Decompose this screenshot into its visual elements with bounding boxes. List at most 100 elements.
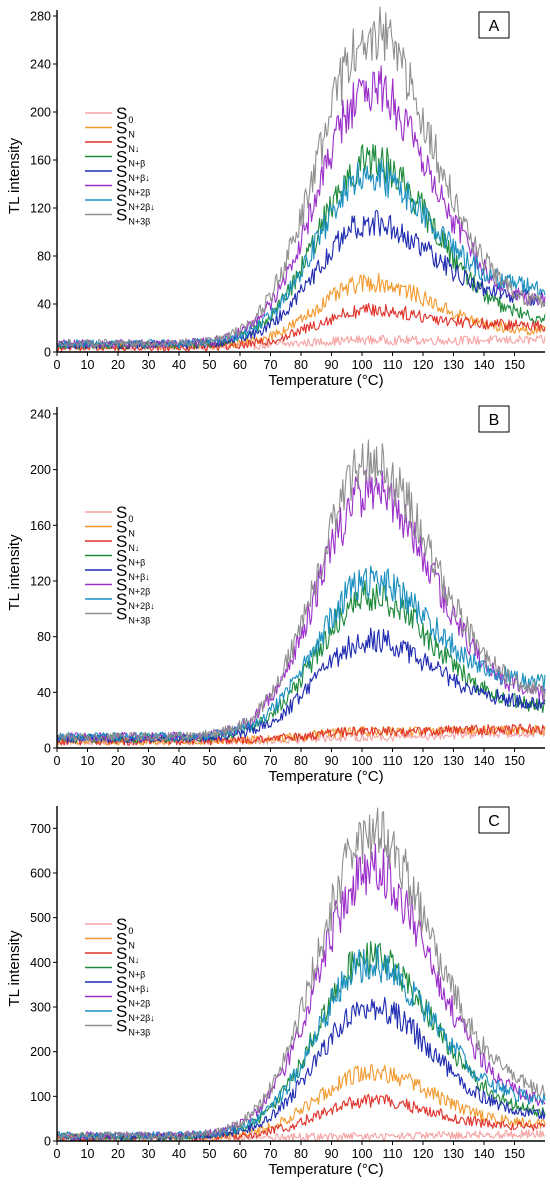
legend-subscript: N+β bbox=[128, 159, 145, 169]
x-tick-label: 40 bbox=[172, 1147, 186, 1161]
chart-panel-a: 0 10 20 30 40 50 60 70 80 90 100 110 120 130 140 150 0 40… bbox=[6, 6, 546, 389]
x-tick-label: 130 bbox=[443, 1147, 464, 1161]
legend-subscript: N bbox=[128, 941, 135, 951]
x-tick-label: 70 bbox=[264, 358, 278, 372]
legend-subscript: N+3β bbox=[128, 217, 150, 227]
series-line-n-2- bbox=[56, 944, 546, 1141]
x-tick-label: 120 bbox=[413, 1147, 434, 1161]
x-tick-label: 30 bbox=[142, 1147, 156, 1161]
series-line-n-3- bbox=[56, 6, 546, 349]
panel-label-box bbox=[478, 806, 510, 834]
series-line-n-2- bbox=[57, 565, 546, 742]
y-tick-label: 500 bbox=[30, 911, 51, 925]
y-tick-label: 200 bbox=[30, 1045, 51, 1059]
x-tick-label: 30 bbox=[142, 358, 156, 372]
x-tick-label: 140 bbox=[474, 358, 495, 372]
x-tick-label: 140 bbox=[474, 1147, 495, 1161]
x-axis-title: Temperature (°C) bbox=[268, 1161, 383, 1178]
legend-subscript: N+2β bbox=[128, 587, 150, 597]
y-tick-label: 0 bbox=[44, 346, 51, 360]
x-tick-label: 0 bbox=[54, 754, 61, 768]
y-tick-label: 40 bbox=[37, 686, 51, 700]
x-axis-title: Temperature (°C) bbox=[268, 372, 383, 389]
series-group bbox=[56, 807, 546, 1142]
legend-subscript: N bbox=[128, 130, 135, 140]
x-tick-label: 80 bbox=[294, 1147, 308, 1161]
x-tick-label: 140 bbox=[474, 754, 495, 768]
legend-subscript: 0 bbox=[128, 926, 133, 936]
y-tick-label: 0 bbox=[44, 1135, 51, 1149]
legend-subscript: N↓ bbox=[128, 955, 139, 965]
chart-panel-c: 0 10 20 30 40 50 60 70 80 90 100 110 120 130 140 150 0 10… bbox=[6, 806, 546, 1178]
series-group bbox=[56, 439, 546, 746]
x-tick-label: 110 bbox=[383, 358, 403, 372]
legend-subscript: N+β bbox=[128, 558, 145, 568]
x-tick-label: 20 bbox=[111, 358, 125, 372]
x-tick-label: 130 bbox=[443, 754, 464, 768]
x-tick-label: 50 bbox=[203, 358, 217, 372]
x-tick-label: 100 bbox=[352, 358, 373, 372]
y-tick-label: 80 bbox=[37, 630, 51, 644]
y-tick-label: 120 bbox=[30, 574, 51, 588]
x-tick-label: 100 bbox=[352, 1147, 373, 1161]
x-tick-label: 90 bbox=[325, 358, 339, 372]
x-tick-label: 120 bbox=[413, 358, 434, 372]
x-tick-label: 150 bbox=[504, 358, 525, 372]
y-tick-label: 600 bbox=[30, 867, 51, 881]
legend-subscript: N bbox=[128, 529, 135, 539]
x-tick-label: 10 bbox=[81, 358, 95, 372]
legend-subscript: N+β↓ bbox=[128, 984, 149, 994]
panel-label: A bbox=[489, 18, 500, 35]
x-tick-label: 100 bbox=[352, 754, 373, 768]
y-tick-label: 280 bbox=[30, 10, 51, 24]
chart-panel-b: 0 10 20 30 40 50 60 70 80 90 100 110 120 130 140 150 0 40… bbox=[6, 405, 546, 785]
y-axis-title: TL intensity bbox=[6, 930, 23, 1007]
legend-subscript: N+β↓ bbox=[128, 572, 149, 582]
legend-subscript: N+β bbox=[128, 970, 145, 980]
y-tick-label: 160 bbox=[30, 154, 51, 168]
panel-label: B bbox=[489, 412, 500, 429]
x-tick-label: 110 bbox=[383, 754, 403, 768]
x-tick-label: 70 bbox=[264, 1147, 278, 1161]
series-line-n-3- bbox=[56, 807, 546, 1140]
x-tick-label: 80 bbox=[294, 358, 308, 372]
legend-subscript: N+β↓ bbox=[128, 173, 149, 183]
panel-label: C bbox=[488, 813, 500, 830]
legend-subscript: 0 bbox=[128, 514, 133, 524]
legend-subscript: N+3β bbox=[128, 616, 150, 626]
legend-subscript: N↓ bbox=[128, 543, 139, 553]
legend-subscript: N+2β bbox=[128, 999, 150, 1009]
x-tick-label: 110 bbox=[383, 1147, 403, 1161]
x-tick-label: 80 bbox=[294, 754, 308, 768]
x-tick-label: 150 bbox=[504, 1147, 525, 1161]
series-line-0 bbox=[56, 334, 546, 351]
legend-subscript: N+2β bbox=[128, 188, 150, 198]
x-tick-label: 50 bbox=[203, 1147, 217, 1161]
x-tick-label: 10 bbox=[81, 754, 95, 768]
x-tick-label: 0 bbox=[54, 358, 61, 372]
x-tick-label: 50 bbox=[203, 754, 217, 768]
panel-label-box bbox=[478, 11, 510, 39]
x-tick-label: 90 bbox=[325, 754, 339, 768]
y-tick-label: 400 bbox=[30, 956, 51, 970]
series-group bbox=[56, 6, 546, 352]
x-tick-label: 120 bbox=[413, 754, 434, 768]
y-tick-label: 40 bbox=[37, 298, 51, 312]
y-tick-label: 0 bbox=[44, 742, 51, 756]
y-tick-label: 120 bbox=[30, 202, 51, 216]
series-line-n-3- bbox=[57, 439, 546, 742]
y-axis-title: TL intensity bbox=[6, 534, 23, 611]
x-tick-label: 10 bbox=[81, 1147, 95, 1161]
x-tick-label: 60 bbox=[233, 754, 247, 768]
x-tick-label: 60 bbox=[233, 358, 247, 372]
y-tick-label: 300 bbox=[30, 1001, 51, 1015]
x-tick-label: 20 bbox=[111, 1147, 125, 1161]
y-tick-label: 100 bbox=[30, 1090, 51, 1104]
y-tick-label: 200 bbox=[30, 463, 51, 477]
legend-subscript: N+2β↓ bbox=[128, 601, 154, 611]
y-tick-label: 240 bbox=[30, 407, 51, 421]
x-tick-label: 40 bbox=[172, 358, 186, 372]
